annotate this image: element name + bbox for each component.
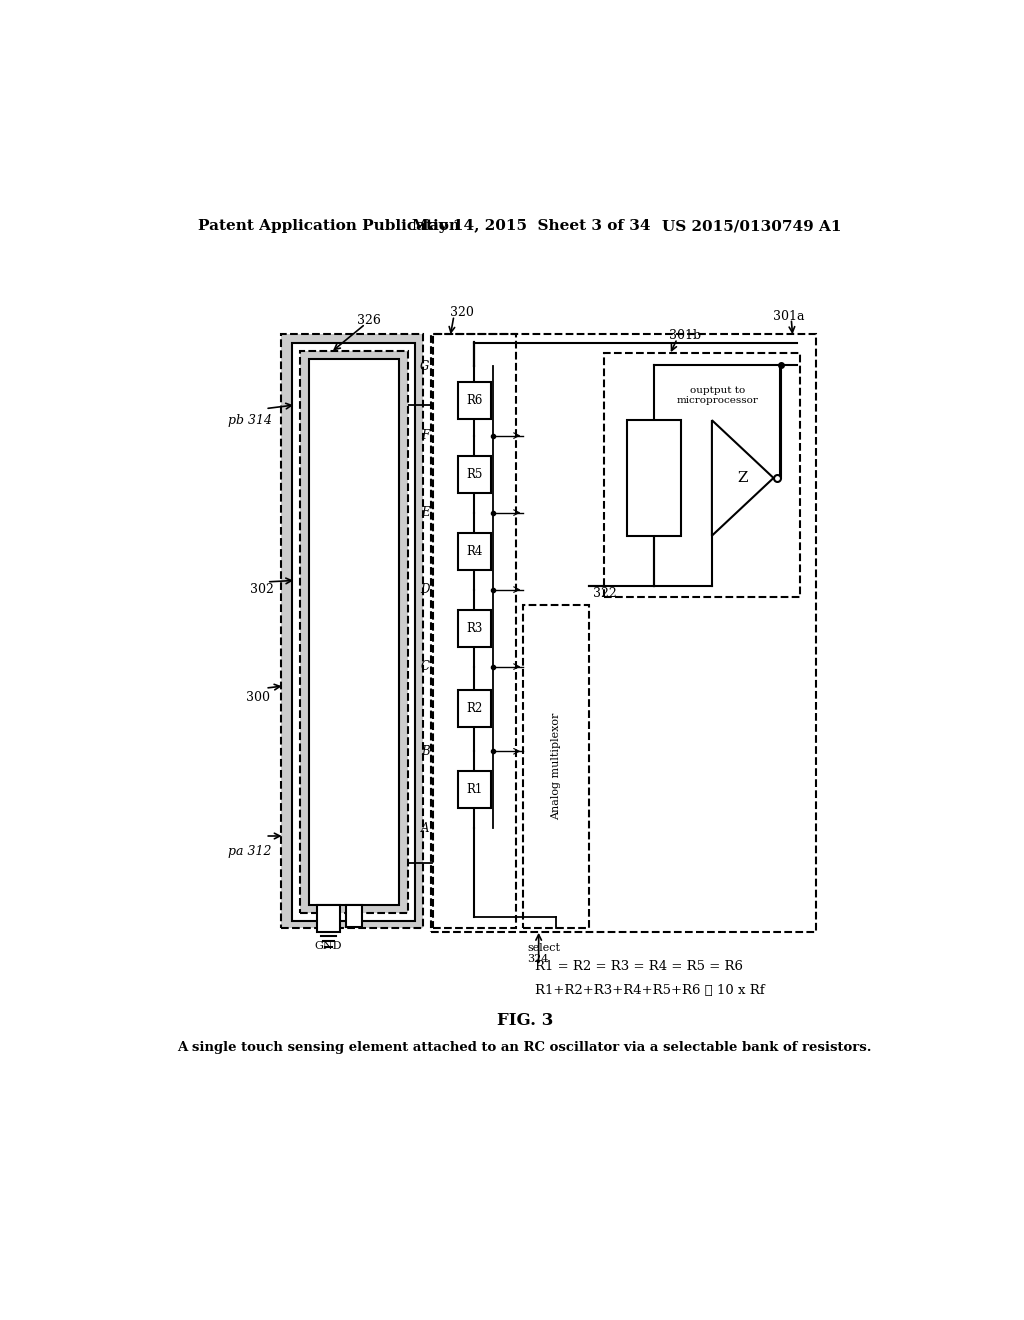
Bar (433, 334, 515, 928)
Text: A: A (421, 822, 429, 834)
Text: 324: 324 (527, 954, 549, 964)
Text: R1+R2+R3+R4+R5+R6 ≅ 10 x Rf: R1+R2+R3+R4+R5+R6 ≅ 10 x Rf (535, 983, 765, 997)
Text: pa 312: pa 312 (228, 845, 271, 858)
Text: b: b (385, 403, 393, 416)
Bar (604, 354, 801, 598)
Text: 300: 300 (246, 690, 269, 704)
Bar (523, 605, 589, 928)
Text: B: B (421, 744, 429, 758)
Text: g: g (385, 857, 393, 870)
Text: R=0ohms: R=0ohms (324, 833, 333, 884)
Text: Right end: Right end (312, 362, 322, 417)
Text: R2: R2 (466, 702, 482, 715)
Text: R5: R5 (466, 467, 482, 480)
Text: Z: Z (737, 471, 748, 484)
Text: Patent Application Publication: Patent Application Publication (199, 219, 461, 234)
Text: Left end: Left end (312, 851, 322, 898)
Bar (346, 906, 361, 927)
Text: FIG. 3: FIG. 3 (497, 1012, 553, 1030)
Text: (SE): (SE) (360, 754, 374, 780)
Text: May 14, 2015  Sheet 3 of 34: May 14, 2015 Sheet 3 of 34 (412, 219, 650, 234)
Text: E: E (421, 506, 429, 519)
Text: pb 314: pb 314 (228, 413, 272, 426)
Text: c: c (386, 491, 392, 504)
Text: e: e (386, 702, 393, 715)
Bar (458, 533, 490, 570)
Text: 302: 302 (250, 583, 273, 597)
Bar (281, 334, 423, 928)
Bar (431, 334, 816, 932)
Bar (458, 771, 490, 808)
Bar (628, 420, 681, 536)
Text: 320: 320 (450, 306, 473, 319)
Text: d: d (385, 606, 393, 619)
Text: A single touch sensing element attached to an RC oscillator via a selectable ban: A single touch sensing element attached … (177, 1041, 872, 1055)
Text: ouptput to
microprocessor: ouptput to microprocessor (677, 385, 759, 405)
Text: 326: 326 (357, 314, 381, 326)
Text: R1 = R2 = R3 = R4 = R5 = R6: R1 = R2 = R3 = R4 = R5 = R6 (535, 961, 742, 973)
Text: Finger (F1): Finger (F1) (346, 657, 356, 722)
Bar (458, 455, 490, 492)
Bar (458, 690, 490, 727)
Text: 301a: 301a (773, 310, 805, 323)
Text: D: D (420, 583, 429, 597)
Text: select: select (527, 942, 560, 953)
Text: F: F (421, 429, 429, 442)
Text: GND: GND (314, 941, 342, 952)
Text: US 2015/0130749 A1: US 2015/0130749 A1 (662, 219, 842, 234)
Text: R_max ≅ 5 x Rf: R_max ≅ 5 x Rf (324, 392, 333, 471)
Bar (458, 383, 490, 420)
Text: R1: R1 (466, 783, 482, 796)
Bar (458, 610, 490, 647)
Text: R4: R4 (466, 545, 482, 557)
Text: 301b: 301b (669, 329, 701, 342)
Bar (316, 906, 340, 932)
Bar (309, 359, 398, 906)
Text: 322: 322 (593, 587, 616, 601)
Text: C: C (420, 660, 429, 673)
Text: Analog multiplexor: Analog multiplexor (551, 713, 561, 821)
Text: t: t (380, 834, 392, 838)
Text: R6: R6 (466, 395, 482, 408)
Bar (292, 343, 416, 921)
Text: G: G (420, 360, 429, 372)
Text: R3: R3 (466, 622, 482, 635)
Bar (300, 351, 408, 913)
Text: Rf: Rf (647, 471, 662, 484)
